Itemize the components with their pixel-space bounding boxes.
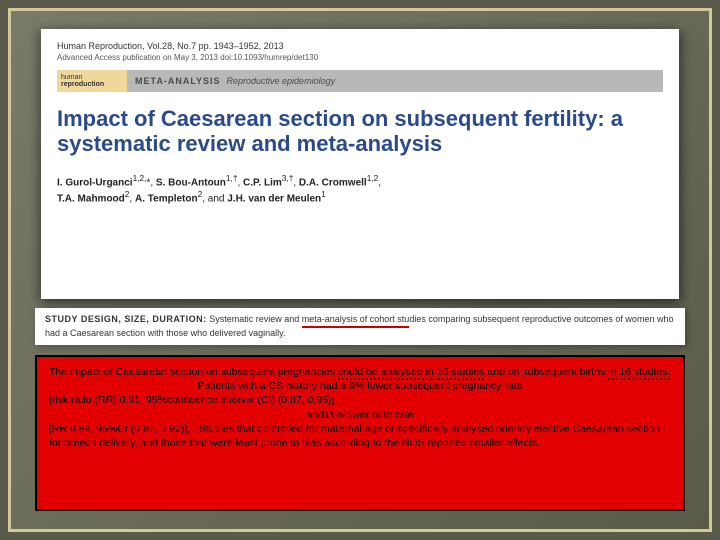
meta-topic: Reproductive epidemiology [227,76,336,86]
article-header-panel: Human Reproduction, Vol.28, No.7 pp. 194… [41,29,679,299]
findings-line-3: [risk ratio (RR) 0.91, 95%confidence int… [49,393,671,407]
meta-analysis-label: META-ANALYSIS [135,76,221,86]
journal-word-2: reproduction [61,81,123,88]
findings-l1-u2: in 16 studies. [608,366,670,380]
findings-l1-u1: could be analysed in 10 studies [338,366,485,380]
journal-header-bar: human reproduction META-ANALYSIS Reprodu… [57,70,663,92]
journal-word-1: human [61,74,123,81]
journal-name-block: human reproduction [57,70,127,92]
study-design-highlight: meta-analysis of cohort stu [302,314,410,328]
findings-line-2: Patients with a CS history had a 9% lowe… [49,379,671,393]
author-list: I. Gurol-Urganci1,2,*, S. Bou-Antoun1,†,… [57,173,663,206]
findings-l1-pre: The impact of Caesarean section on subse… [49,366,338,378]
study-design-pre: Systematic review and [209,314,302,324]
article-type-bar: META-ANALYSIS Reproductive epidemiology [127,70,663,92]
findings-l1-mid: and on subsequent births [484,366,608,378]
study-design-label: STUDY DESIGN, SIZE, DURATION: [45,314,207,324]
findings-line-4: and11%lower birth rate [49,408,671,422]
article-title: Impact of Caesarean section on subsequen… [57,106,663,157]
study-design-strip: STUDY DESIGN, SIZE, DURATION: Systematic… [35,308,685,345]
slide-frame: Human Reproduction, Vol.28, No.7 pp. 194… [8,8,712,532]
findings-line-1: The impact of Caesarean section on subse… [49,365,671,379]
findings-box: The impact of Caesarean section on subse… [35,355,685,511]
journal-reference: Human Reproduction, Vol.28, No.7 pp. 194… [57,41,663,51]
publication-access: Advanced Access publication on May 3, 20… [57,53,663,62]
findings-line-5: [RR 0.89, 95%CI (0.87, 0.92)], . Studies… [49,422,671,450]
